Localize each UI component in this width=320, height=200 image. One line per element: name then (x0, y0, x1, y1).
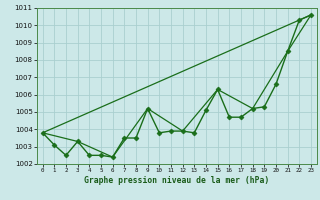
X-axis label: Graphe pression niveau de la mer (hPa): Graphe pression niveau de la mer (hPa) (84, 176, 269, 185)
